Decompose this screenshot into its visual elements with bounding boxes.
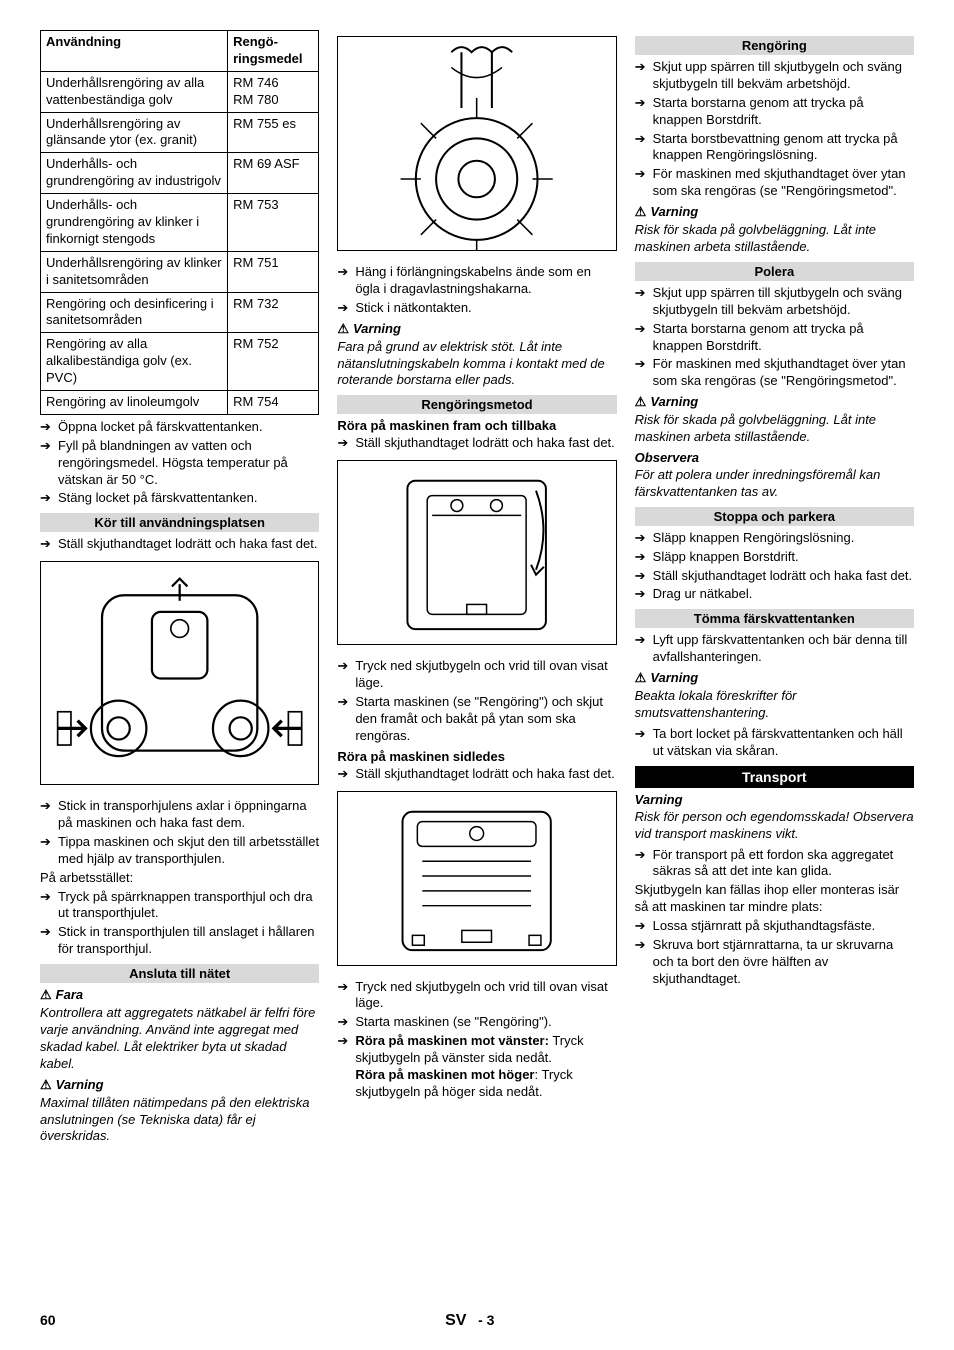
- arrow-icon: Röra på maskinen mot vänster: Tryck skju…: [337, 1033, 616, 1101]
- plain-text: Skjutbygeln kan fällas ihop eller monter…: [635, 882, 914, 916]
- section-header: Tömma färskvattentanken: [635, 609, 914, 628]
- handle-front-figure: [337, 791, 616, 966]
- warning-heading: Varning: [635, 792, 914, 807]
- arrow-icon: Tryck ned skjutbygeln och vrid till ovan…: [337, 979, 616, 1013]
- lang-code: SV: [445, 1312, 466, 1329]
- page-number: 60: [40, 1312, 56, 1330]
- warning-text: Risk för skada på golvbeläggning. Låt in…: [635, 222, 914, 256]
- machine-wheels-figure: [40, 561, 319, 785]
- warning-text: Risk för skada på golvbeläggning. Låt in…: [635, 412, 914, 446]
- cleaning-agents-table: AnvändningRengö-ringsmedel Underhållsren…: [40, 30, 319, 415]
- arrow-icon: Släpp knappen Rengöringslösning.: [635, 530, 914, 547]
- section-header: Ansluta till nätet: [40, 964, 319, 983]
- note-text: För att polera under inredningsföremål k…: [635, 467, 914, 501]
- section-header: Kör till användningsplatsen: [40, 513, 319, 532]
- warning-text: Beakta lokala föreskrifter för smutsvatt…: [635, 688, 914, 722]
- section-header-black: Transport: [635, 766, 914, 788]
- arrow-icon: Starta borstarna genom att trycka på kna…: [635, 321, 914, 355]
- arrow-icon: Starta maskinen (se "Rengöring") och skj…: [337, 694, 616, 745]
- section-header: Rengöringsmetod: [337, 395, 616, 414]
- th-agent: Rengö-ringsmedel: [228, 31, 319, 72]
- arrow-icon: Lyft upp färskvattentanken och bär denna…: [635, 632, 914, 666]
- plain-text: På arbetsstället:: [40, 870, 319, 887]
- warning-heading: ⚠Varning: [635, 670, 914, 686]
- arrow-icon: Ta bort locket på färskvattentanken och …: [635, 726, 914, 760]
- arrow-icon: Fyll på blandningen av vatten och rengör…: [40, 438, 319, 489]
- arrow-icon: Tryck på spärrknappen transporthjul och …: [40, 889, 319, 923]
- arrow-icon: Skjut upp spärren till skjutbygeln och s…: [635, 59, 914, 93]
- arrow-icon: Stick i nätkontakten.: [337, 300, 616, 317]
- section-header: Stoppa och parkera: [635, 507, 914, 526]
- warning-heading: ⚠Varning: [635, 394, 914, 410]
- arrow-icon: Stäng locket på färskvattentanken.: [40, 490, 319, 507]
- arrow-icon: Starta borstbevattning genom att trycka …: [635, 131, 914, 165]
- arrow-icon: Ställ skjuthandtaget lodrätt och haka fa…: [635, 568, 914, 585]
- arrow-icon: För transport på ett fordon ska aggregat…: [635, 847, 914, 881]
- warning-heading: ⚠Varning: [337, 321, 616, 337]
- arrow-icon: Skjut upp spärren till skjutbygeln och s…: [635, 285, 914, 319]
- warning-heading: ⚠Varning: [40, 1077, 319, 1093]
- arrow-icon: Öppna locket på färskvattentanken.: [40, 419, 319, 436]
- arrow-icon: Släpp knappen Borstdrift.: [635, 549, 914, 566]
- handle-tilt-figure: [337, 460, 616, 645]
- arrow-icon: Ställ skjuthandtaget lodrätt och haka fa…: [337, 766, 616, 783]
- arrow-icon: Skruva bort stjärnrattarna, ta ur skruva…: [635, 937, 914, 988]
- brush-closeup-figure: [337, 36, 616, 251]
- warning-text: Risk för person och egendomsskada! Obser…: [635, 809, 914, 843]
- arrow-icon: Stick in transporhjulens axlar i öppning…: [40, 798, 319, 832]
- warning-heading: ⚠Varning: [635, 204, 914, 220]
- page-footer: 60 SV - 3: [40, 1312, 914, 1330]
- section-header: Polera: [635, 262, 914, 281]
- arrow-icon: Lossa stjärnratt på skjuthandtagsfäste.: [635, 918, 914, 935]
- warning-triangle-icon: ⚠: [635, 394, 647, 409]
- th-use: Användning: [41, 31, 228, 72]
- warning-triangle-icon: ⚠: [40, 987, 52, 1002]
- warning-triangle-icon: ⚠: [635, 204, 647, 219]
- warning-text: Fara på grund av elektrisk stöt. Låt int…: [337, 339, 616, 390]
- arrow-icon: För maskinen med skjuthandtaget över yta…: [635, 166, 914, 200]
- section-header: Rengöring: [635, 36, 914, 55]
- warning-text: Kontrollera att aggregatets nätkabel är …: [40, 1005, 319, 1073]
- arrow-icon: Tryck ned skjutbygeln och vrid till ovan…: [337, 658, 616, 692]
- arrow-icon: Häng i förlängningskabelns ände som en ö…: [337, 264, 616, 298]
- arrow-icon: Starta maskinen (se "Rengöring").: [337, 1014, 616, 1031]
- arrow-icon: Starta borstarna genom att trycka på kna…: [635, 95, 914, 129]
- arrow-icon: Ställ skjuthandtaget lodrätt och haka fa…: [40, 536, 319, 553]
- arrow-icon: Tippa maskinen och skjut den till arbets…: [40, 834, 319, 868]
- arrow-icon: Ställ skjuthandtaget lodrätt och haka fa…: [337, 435, 616, 452]
- arrow-icon: För maskinen med skjuthandtaget över yta…: [635, 356, 914, 390]
- subheading: Röra på maskinen fram och tillbaka: [337, 418, 616, 433]
- warning-triangle-icon: ⚠: [40, 1077, 52, 1092]
- subheading: Röra på maskinen sidledes: [337, 749, 616, 764]
- warning-text: Maximal tillåten nätimpedans på den elek…: [40, 1095, 319, 1146]
- note-heading: Observera: [635, 450, 914, 465]
- arrow-icon: Stick in transporthjulen till anslaget i…: [40, 924, 319, 958]
- warning-triangle-icon: ⚠: [337, 321, 349, 336]
- warning-triangle-icon: ⚠: [635, 670, 647, 685]
- subpage: - 3: [478, 1312, 494, 1328]
- danger-heading: ⚠Fara: [40, 987, 319, 1003]
- arrow-icon: Drag ur nätkabel.: [635, 586, 914, 603]
